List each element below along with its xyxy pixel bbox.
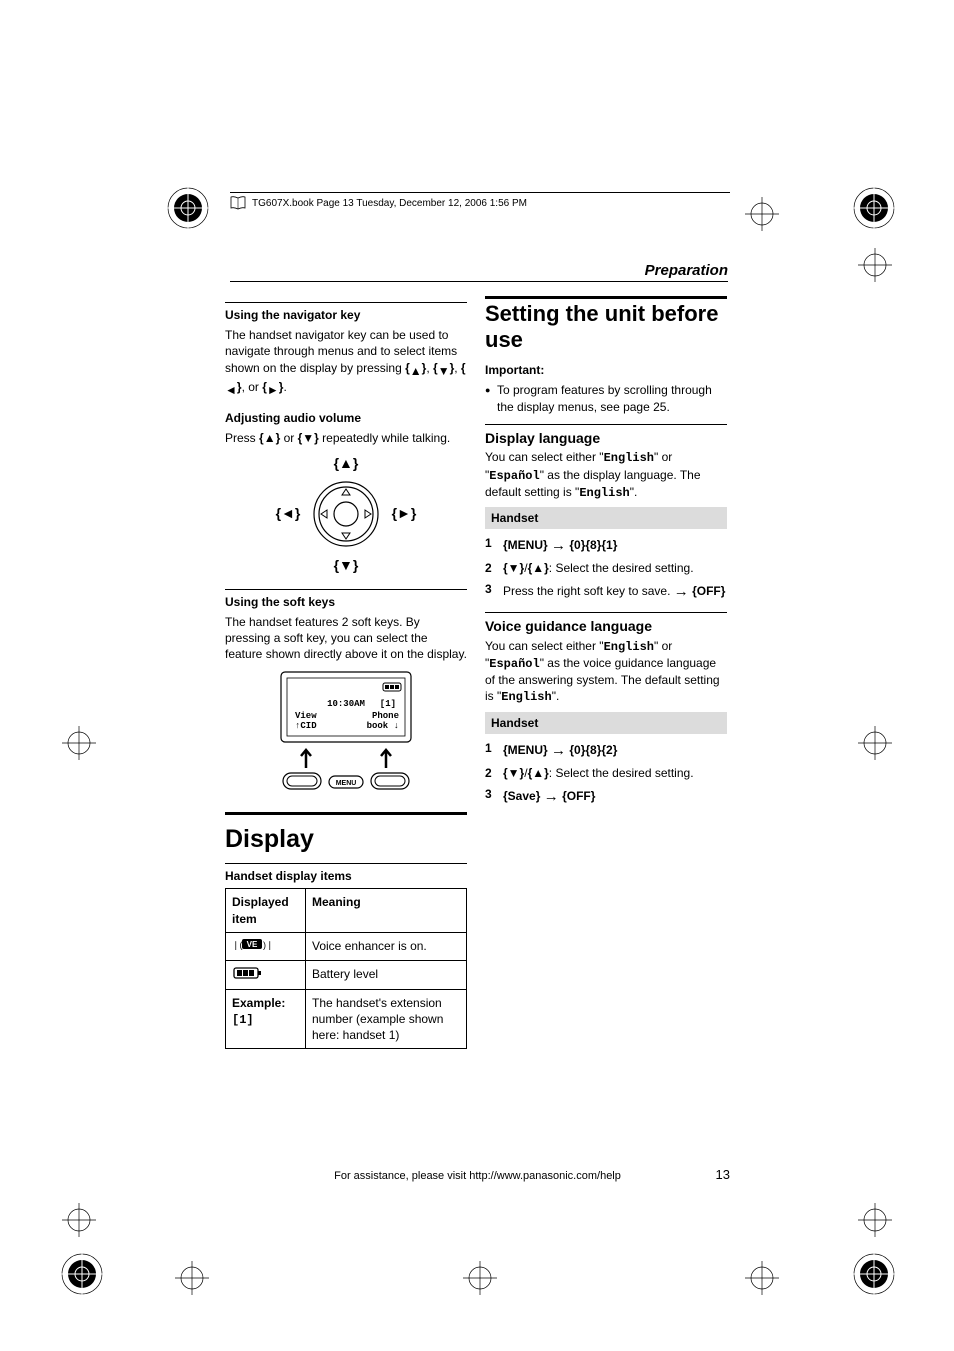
important-item: To program features by scrolling through… [485, 382, 727, 416]
display-lang-body: You can select either "English" or "Espa… [485, 449, 727, 501]
left-icon: ◄ [225, 382, 237, 398]
setting-heading: Setting the unit before use [485, 301, 727, 354]
batt-meaning: Battery level [306, 960, 467, 989]
step: {Save} → {OFF} [485, 786, 727, 807]
down-icon: ▼ [302, 431, 314, 445]
book-line: TG607X.book Page 13 Tuesday, December 12… [230, 192, 730, 210]
step: {MENU} → {0}{8}{2} [485, 740, 727, 761]
th-meaning: Meaning [306, 889, 467, 932]
important-label: Important: [485, 362, 727, 378]
voice-lang-body: You can select either "English" or "Espa… [485, 638, 727, 706]
reg-mark-tr [850, 184, 898, 232]
up-icon: ▲ [410, 363, 422, 379]
step: {MENU} → {0}{8}{1} [485, 535, 727, 556]
crosshair-ml [59, 723, 99, 763]
voice-lang-heading: Voice guidance language [485, 612, 727, 636]
example-meaning: The handset's extension number (example … [306, 989, 467, 1049]
display-items-table: Displayed item Meaning ❘( VE )❘ Voice enha… [225, 888, 467, 1049]
crosshair-tr2 [855, 245, 895, 285]
th-item: Displayed item [226, 889, 306, 932]
crosshair-bl2 [59, 1200, 99, 1240]
softkeys-body: The handset features 2 soft keys. By pre… [225, 614, 467, 663]
handset-label-1: Handset [485, 507, 727, 529]
crosshair-bl [172, 1258, 212, 1298]
step: Press the right soft key to save. → {OFF… [485, 581, 727, 602]
display-lang-heading: Display language [485, 424, 727, 448]
svg-text:10:30AM: 10:30AM [327, 699, 365, 709]
svg-text:{▼}: {▼} [334, 557, 359, 573]
softkeys-heading: Using the soft keys [225, 594, 467, 610]
arrow-icon: → [674, 583, 689, 600]
svg-text:VE: VE [247, 940, 258, 949]
svg-text:{▲}: {▲} [334, 455, 359, 471]
svg-text:Phone: Phone [372, 711, 399, 721]
arrow-icon: → [551, 742, 566, 759]
important-list: To program features by scrolling through… [485, 382, 727, 416]
crosshair-bc [460, 1258, 500, 1298]
handset-label-2: Handset [485, 712, 727, 734]
footer-text: For assistance, please visit http://www.… [225, 1170, 730, 1182]
svg-text:↑CID: ↑CID [295, 721, 317, 731]
svg-text:book ↓: book ↓ [367, 721, 399, 731]
ve-icon: ❘( VE )❘ [232, 938, 272, 954]
reg-mark-tl [164, 184, 212, 232]
audio-vol-heading: Adjusting audio volume [225, 410, 467, 426]
nav-key-heading: Using the navigator key [225, 307, 467, 323]
reg-mark-br [850, 1250, 898, 1298]
content-frame: Preparation Using the navigator key The … [225, 262, 730, 1162]
display-lang-steps: {MENU} → {0}{8}{1} {▼}/{▲}: Select the d… [485, 535, 727, 602]
softkey-diagram: 10:30AM [1] View Phone ↑CID book ↓ MENU [225, 668, 467, 802]
batt-icon-cell [226, 960, 306, 989]
down-icon: ▼ [438, 363, 450, 379]
svg-text:View: View [295, 711, 317, 721]
battery-icon [232, 966, 264, 984]
arrow-icon: → [551, 537, 566, 554]
svg-text:{►}: {►} [392, 505, 417, 521]
crosshair-br2 [855, 1200, 895, 1240]
crosshair-tr [742, 194, 782, 234]
voice-lang-steps: {MENU} → {0}{8}{2} {▼}/{▲}: Select the d… [485, 740, 727, 807]
nav-diagram: {▲} {◄} {►} {▼} [225, 454, 467, 578]
left-column: Using the navigator key The handset navi… [225, 296, 467, 1049]
table-caption: Handset display items [225, 868, 467, 884]
crosshair-br3 [742, 1258, 782, 1298]
arrow-icon: → [544, 788, 559, 805]
audio-vol-body: Press {▲} or {▼} repeatedly while talkin… [225, 430, 467, 446]
svg-text:{◄}: {◄} [276, 505, 301, 521]
svg-text:❘(: ❘( [232, 940, 243, 950]
crosshair-mr [855, 723, 895, 763]
step: {▼}/{▲}: Select the desired setting. [485, 765, 727, 782]
svg-text:[1]: [1] [380, 699, 396, 709]
nav-key-body: The handset navigator key can be used to… [225, 327, 467, 398]
example-cell: Example: [1] [226, 989, 306, 1049]
reg-mark-bl [58, 1250, 106, 1298]
step: {▼}/{▲}: Select the desired setting. [485, 560, 727, 577]
section-header: Preparation [230, 262, 728, 282]
up-icon: ▲ [264, 431, 276, 445]
svg-text:MENU: MENU [336, 780, 357, 787]
svg-text:)❘: )❘ [263, 940, 272, 950]
page-number: 13 [716, 1167, 730, 1182]
book-icon [230, 196, 246, 210]
right-icon: ► [267, 382, 279, 398]
book-line-text: TG607X.book Page 13 Tuesday, December 12… [252, 198, 527, 209]
display-heading: Display [225, 823, 467, 857]
ve-icon-cell: ❘( VE )❘ [226, 932, 306, 960]
right-column: Setting the unit before use Important: T… [485, 296, 727, 1049]
ve-meaning: Voice enhancer is on. [306, 932, 467, 960]
